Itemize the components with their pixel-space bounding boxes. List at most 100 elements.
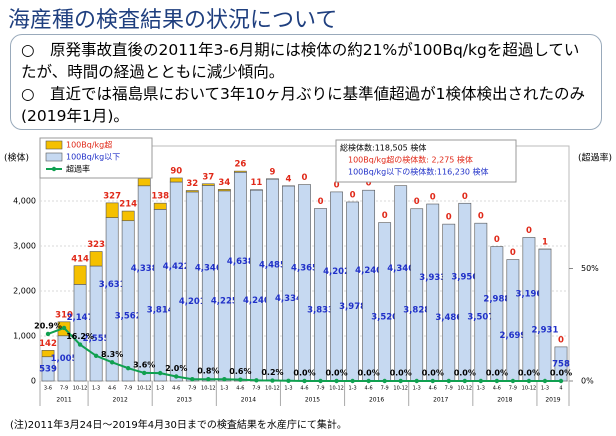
x-tick-label: 4-6 [236,386,244,392]
bar-value-label: 4,202 [323,267,350,277]
bar-value-label: 3,507 [467,313,494,323]
line-value-label: 0.0% [486,369,508,378]
bar-value-label: 4,365 [291,263,318,273]
line-marker [430,378,435,384]
bar-value-label: 414 [71,254,89,264]
bar-value-label: 539 [39,364,57,374]
bar-value-label: 3,814 [147,306,174,316]
line-marker [158,370,163,376]
bar-value-label: 4,485 [259,261,286,271]
line-marker [510,378,516,384]
bar-value-label: 2,555 [83,334,110,344]
bar-value-label: 0 [494,235,500,245]
x-tick-label: 7-9 [316,386,324,392]
y-tick-label: 3,000 [13,242,36,251]
bar [266,178,279,382]
line-marker [478,378,484,384]
bar-value-label: 3,828 [403,305,430,315]
line-marker [77,342,83,347]
bar [185,191,199,382]
bar [362,189,376,382]
bar [201,185,215,382]
line-marker [206,377,211,382]
x-tick-label: 4-6 [429,386,437,392]
line-marker [398,378,403,384]
x-tick-label: 4 [559,386,562,392]
line-marker [174,374,179,379]
summary-box: ○ 原発事故直後の2011年3-6月期には検体の約21%が100Bq/kgを超過… [10,34,602,130]
bar [233,171,247,382]
x-tick-label: 10-12 [393,386,408,392]
legend-label: 超過率 [66,164,90,174]
line-marker [125,365,131,371]
annotation-box [335,139,517,183]
bar-value-label: 0 [462,192,468,202]
x-tick-label: 4-6 [300,386,308,392]
bar [458,202,472,382]
bar [250,189,263,382]
legend-label: 100Bq/kg以下 [66,153,120,162]
line-marker [350,378,355,384]
x-tick-label: 10-12 [201,386,216,392]
y2-tick-label: 0% [581,377,594,386]
bar-value-label: 0 [350,190,356,200]
line-value-label: 0.0% [454,369,476,378]
bar [105,202,119,218]
bar [217,189,231,192]
bar-value-label: 1 [542,238,548,248]
line-value-label: 0.0% [550,369,572,378]
line-value-label: 0.8% [197,367,219,376]
x-group-label: 2017 [433,397,448,404]
x-tick-label: 1-3 [477,386,485,392]
bar [298,184,311,382]
bar-value-label: 4,240 [355,266,382,276]
x-group-label: 2018 [497,397,512,404]
legend-swatch [45,152,63,162]
x-group-label: 2016 [369,397,384,404]
bar-value-label: 3,933 [419,273,446,283]
bar [169,181,183,382]
bar-value-label: 34 [218,178,230,188]
y2-axis-label: (超過率) [578,152,612,164]
x-group-label: 2014 [241,397,256,404]
bar [314,208,327,382]
line-marker [414,378,419,384]
x-tick-label: 10-12 [73,386,88,392]
bar [137,178,151,187]
bar [89,251,103,267]
x-tick-label: 10-12 [137,386,152,392]
bar-value-label: 4,340 [387,264,414,274]
y-axis-label: (検体) [4,152,29,164]
line-value-label: 2.0% [165,364,187,373]
bar-value-label: 0 [382,211,388,221]
bar-value-label: 3,520 [371,312,398,322]
bar [378,222,392,382]
x-tick-label: 10-12 [522,386,537,392]
x-tick-label: 4-6 [493,386,501,392]
bar-value-label: 3,950 [451,273,478,283]
bar-value-label: 4,338 [131,264,158,274]
line-value-label: 0.6% [229,367,251,376]
x-tick-label: 10-12 [329,386,344,392]
line-value-label: 0.0% [422,369,444,378]
bar-value-label: 0 [414,197,420,207]
bar-value-label: 4 [286,174,292,184]
bar [137,185,151,382]
line-marker [286,378,291,383]
bar-value-label: 0 [446,213,452,223]
x-tick-label: 1-3 [541,386,549,392]
x-tick-label: 1-3 [284,386,292,392]
line-marker [190,377,195,382]
legend-marker [51,166,57,172]
bar-value-label: 4,422 [163,262,190,272]
bar [522,237,536,382]
x-group-label: 2013 [177,397,192,404]
bar-value-label: 3,562 [115,311,142,321]
x-tick-label: 10-12 [265,386,280,392]
bar-value-label: 3,486 [435,313,462,323]
x-tick-label: 10-12 [458,386,473,392]
x-tick-label: 7-9 [381,386,389,392]
bar [282,185,295,382]
line-marker [382,378,387,384]
